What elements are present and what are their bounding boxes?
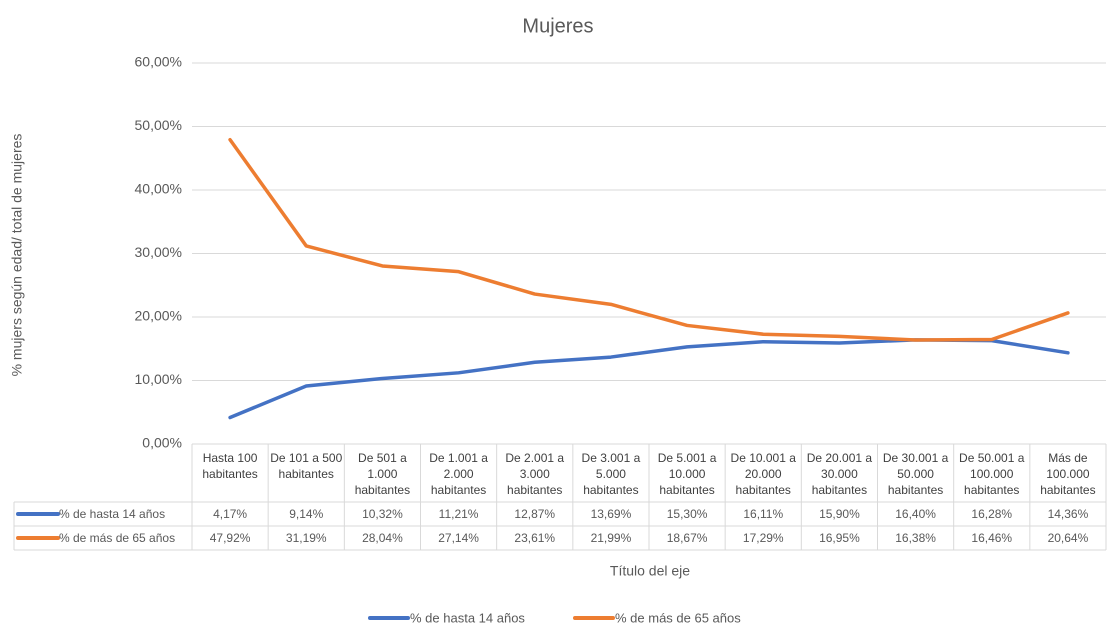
category-label: De 1.001 a 2.000 habitantes (429, 451, 488, 497)
y-tick-label: 60,00% (135, 54, 182, 70)
table-value: 15,30% (667, 507, 708, 521)
category-label: De 501 a 1.000 habitantes (354, 451, 411, 497)
table-value: 17,29% (743, 531, 784, 545)
y-axis-title: % mujers según edad/ total de mujeres (9, 134, 25, 377)
table-value: 9,14% (289, 507, 323, 521)
y-tick-label: 30,00% (135, 244, 182, 260)
category-label: De 30.001 a 50.000 habitantes (882, 451, 949, 497)
category-label: De 10.001 a 20.000 habitantes (730, 451, 796, 497)
y-tick-label: 0,00% (142, 435, 182, 451)
table-value: 10,32% (362, 507, 403, 521)
table-value: 47,92% (210, 531, 251, 545)
table-value: 31,19% (286, 531, 327, 545)
legend-label: % de hasta 14 años (410, 610, 525, 625)
category-label: De 5.001 a 10.000 habitantes (657, 451, 717, 497)
table-value: 12,87% (514, 507, 555, 521)
y-tick-label: 10,00% (135, 371, 182, 387)
category-label: De 3.001 a 5.000 habitantes (581, 451, 641, 497)
category-label: Más de 100.000 habitantes (1040, 451, 1096, 497)
table-series-name: % de más de 65 años (59, 531, 175, 545)
category-label: De 101 a 500 habitantes (270, 451, 343, 481)
table-value: 16,40% (895, 507, 936, 521)
category-label: De 2.001 a 3.000 habitantes (505, 451, 565, 497)
y-tick-label: 40,00% (135, 181, 182, 197)
table-value: 16,28% (971, 507, 1012, 521)
series-line (228, 338, 1070, 420)
table-value: 13,69% (591, 507, 632, 521)
table-value: 16,11% (743, 507, 783, 521)
series-line (228, 137, 1070, 342)
table-value: 18,67% (667, 531, 708, 545)
table-value: 21,99% (591, 531, 632, 545)
table-value: 23,61% (514, 531, 555, 545)
table-value: 20,64% (1048, 531, 1089, 545)
category-label: De 20.001 a 30.000 habitantes (806, 451, 873, 497)
table-value: 15,90% (819, 507, 860, 521)
table-value: 4,17% (213, 507, 247, 521)
table-value: 14,36% (1048, 507, 1089, 521)
table-value: 28,04% (362, 531, 403, 545)
category-label: De 50.001 a 100.000 habitantes (959, 451, 1025, 497)
table-value: 16,46% (971, 531, 1012, 545)
table-value: 16,38% (895, 531, 936, 545)
y-tick-label: 20,00% (135, 308, 182, 324)
legend-label: % de más de 65 años (615, 610, 741, 625)
chart-title: Mujeres (522, 15, 593, 37)
table-series-name: % de hasta 14 años (59, 507, 165, 521)
y-tick-label: 50,00% (135, 117, 182, 133)
x-axis-title: Título del eje (610, 563, 690, 579)
table-value: 11,21% (439, 507, 479, 521)
category-label: Hasta 100 habitantes (202, 451, 258, 481)
table-value: 16,95% (819, 531, 860, 545)
table-value: 27,14% (438, 531, 479, 545)
